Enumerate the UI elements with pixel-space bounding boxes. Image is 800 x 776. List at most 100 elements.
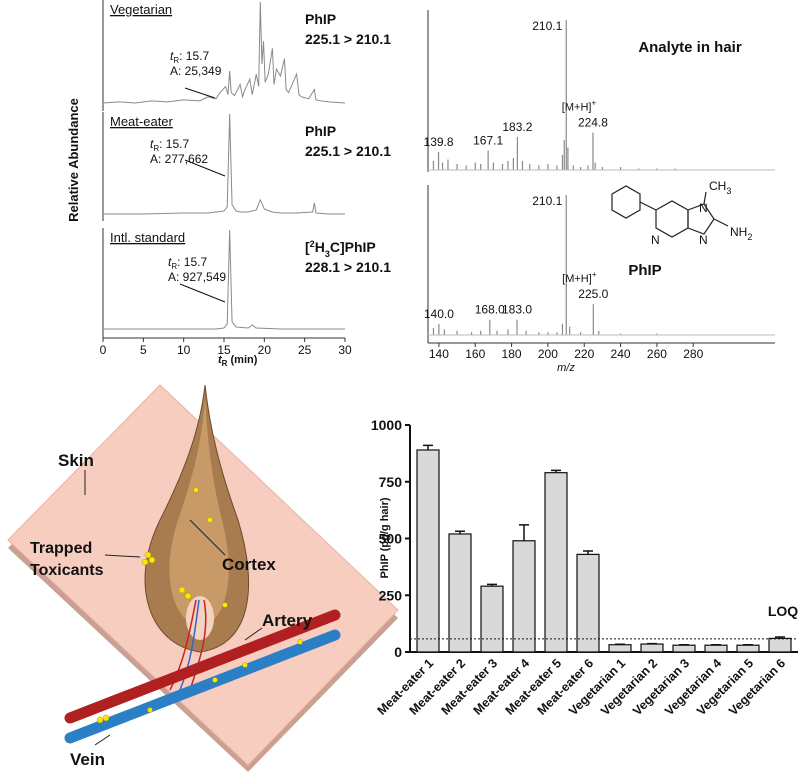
x-tick-label: 260	[647, 347, 667, 361]
atom: NH2	[730, 225, 752, 242]
error-bar	[423, 444, 433, 450]
atom: 2	[747, 232, 752, 242]
leader	[179, 283, 226, 303]
compound-part: 3	[325, 249, 330, 259]
annotation: t	[168, 255, 172, 269]
arrow	[244, 627, 263, 641]
label: Trapped	[30, 540, 92, 557]
panel-title: Vegetarian	[110, 2, 172, 17]
x-axis-label: (min)	[227, 354, 257, 366]
compound-part: C]PhIP	[330, 239, 376, 255]
peak-label: 167.1	[473, 134, 503, 148]
y-tick-label: 750	[379, 474, 403, 490]
bar	[704, 644, 728, 653]
atom: CH3	[709, 179, 731, 196]
x-tick-label: 160	[465, 347, 485, 361]
bar	[480, 585, 504, 653]
structure	[611, 185, 729, 238]
x-tick-label: 5	[140, 343, 147, 357]
error-bar	[583, 550, 593, 555]
x-tick-label: 280	[683, 347, 703, 361]
error-bar	[487, 583, 497, 587]
panel-title: Meat-eater	[110, 114, 174, 129]
error-bar	[551, 469, 561, 473]
peak-label: 139.8	[424, 135, 454, 149]
peak-label: 183.2	[502, 120, 532, 134]
papilla	[186, 596, 214, 640]
annotation: t	[150, 137, 154, 151]
compound-part: 2	[310, 239, 315, 249]
bond	[655, 200, 689, 238]
bar	[416, 449, 440, 653]
peak-label: 210.1	[532, 19, 562, 33]
bar	[672, 644, 696, 653]
adduct-label: +	[592, 270, 597, 279]
peak-label: 224.8	[578, 116, 608, 130]
atom: 3	[726, 186, 731, 196]
annotation: : 15.7	[177, 255, 207, 269]
compound-part: [	[305, 239, 310, 255]
bond	[611, 185, 641, 219]
annotation: : 15.7	[179, 49, 209, 63]
arrow	[104, 554, 141, 558]
cortex	[169, 395, 229, 628]
atom: NH	[730, 225, 747, 239]
transition: 225.1 > 210.1	[305, 31, 391, 47]
adduct-label: [M+H]	[562, 102, 592, 114]
x-axis-label: R	[222, 359, 228, 368]
label: Toxicants	[30, 562, 104, 579]
peak-label: 225.0	[578, 287, 608, 301]
hair-diagram: Skin Trapped Toxicants Cortex Artery Vei…	[7, 384, 399, 772]
chart-title: Analyte in hair	[638, 39, 742, 56]
annotation: A: 25,349	[170, 64, 222, 78]
atom: N	[651, 233, 660, 247]
annotation: tR: 15.7	[170, 49, 209, 65]
annotation: tR: 15.7	[150, 137, 189, 153]
panel-title: Intl. standard	[110, 230, 185, 245]
adduct-label: [M+H]+	[562, 270, 597, 285]
label: Vein	[70, 750, 105, 769]
y-axis-label: PhIP (pg/g hair)	[379, 497, 391, 578]
x-tick-label: 200	[538, 347, 558, 361]
bar	[736, 644, 760, 653]
label: Artery	[262, 611, 313, 630]
annotation: R	[153, 144, 159, 153]
bar	[640, 643, 664, 653]
capillary	[179, 599, 200, 691]
arrow	[94, 734, 111, 746]
y-tick-label: 500	[379, 531, 403, 547]
transition: 228.1 > 210.1	[305, 259, 391, 275]
bond	[703, 191, 707, 205]
peak-label: 168.0	[475, 303, 505, 317]
annotation: t	[170, 49, 174, 63]
x-tick-label: 220	[574, 347, 594, 361]
annotation: A: 277,662	[150, 152, 208, 166]
x-axis-label: t	[218, 354, 223, 366]
chart-title: PhIP	[628, 262, 661, 279]
x-axis-label: tR (min)	[218, 354, 258, 368]
adduct-label: [M+H]+	[562, 99, 597, 114]
leader	[184, 87, 216, 99]
x-tick-label: 20	[258, 343, 272, 357]
x-tick-label: 10	[177, 343, 191, 357]
x-tick-label: 30	[338, 343, 352, 357]
vein	[64, 629, 341, 744]
bar	[512, 540, 536, 653]
x-tick-label: 25	[298, 343, 312, 357]
bond	[687, 203, 715, 235]
annotation: : 15.7	[159, 137, 189, 151]
bar	[768, 637, 792, 653]
y-tick-label: 0	[394, 644, 402, 660]
compound: PhIP	[305, 123, 336, 139]
error-bar	[775, 636, 785, 639]
atom: CH	[709, 179, 726, 193]
bar	[608, 644, 632, 653]
error-bar	[455, 530, 465, 534]
label: Cortex	[222, 555, 276, 574]
peak-label: 140.0	[424, 307, 454, 321]
artery	[64, 609, 341, 724]
atom: N	[699, 201, 708, 215]
toxicants	[96, 487, 303, 724]
peak-label: 210.1	[532, 194, 562, 208]
